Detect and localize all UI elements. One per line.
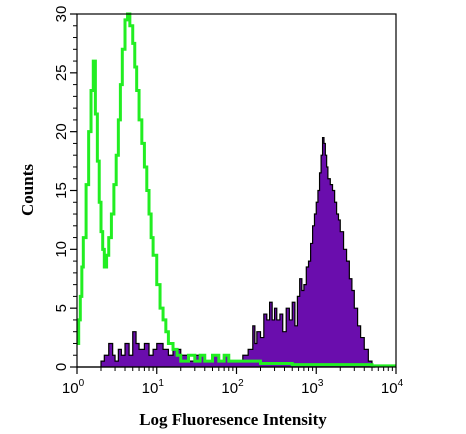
y-tick-label: 30 [53, 6, 70, 23]
x-tick-label: 104 [381, 378, 404, 397]
y-tick-label: 5 [53, 304, 70, 312]
y-tick-label: 20 [53, 123, 70, 140]
y-tick-label: 15 [53, 182, 70, 199]
series-0-area [77, 136, 376, 368]
plot-area [77, 12, 396, 368]
y-axis-title: Counts [18, 164, 37, 216]
x-tick-label: 100 [62, 378, 85, 397]
y-tick-label: 25 [53, 64, 70, 81]
x-tick-label: 103 [301, 378, 324, 397]
y-tick-label: 0 [53, 363, 70, 371]
x-tick-label: 102 [221, 378, 244, 397]
axes: 100 101 102 103 104 0 5 10 15 20 25 30 [53, 6, 404, 397]
x-tick-label: 101 [142, 378, 165, 397]
x-axis-title: Log Fluoresence Intensity [139, 410, 327, 429]
series-1-line [77, 12, 396, 368]
y-tick-label: 10 [53, 241, 70, 258]
